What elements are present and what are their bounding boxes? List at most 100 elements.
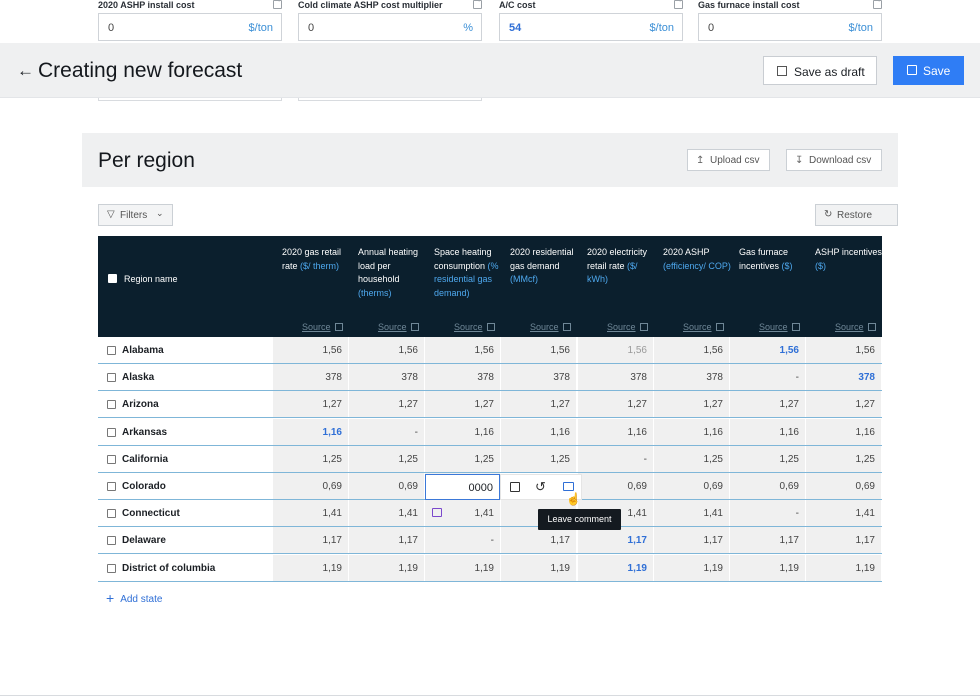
table-row[interactable]: Connecticut 1,41 1,41 1,41 1,41 1,41 - 1,41 xyxy=(98,500,882,528)
upload-csv-button[interactable]: ↥ Upload csv xyxy=(687,149,770,171)
table-cell[interactable]: 1,16 xyxy=(805,418,881,445)
save-button[interactable]: Save xyxy=(893,56,964,85)
table-cell[interactable]: 1,19 xyxy=(424,554,500,581)
table-cell[interactable]: 1,17 xyxy=(729,527,805,554)
table-row[interactable]: Delaware 1,17 1,17 - 1,17 1,17 1,17 1,17 1,17 xyxy=(98,527,882,555)
comment-icon[interactable] xyxy=(432,508,442,518)
row-checkbox[interactable] xyxy=(107,509,116,519)
cell-edit-input[interactable]: 0000 xyxy=(425,474,500,500)
row-checkbox[interactable] xyxy=(107,482,116,491)
table-cell[interactable]: 1,56 xyxy=(272,337,348,363)
table-cell[interactable]: 1,41 xyxy=(424,500,500,527)
table-cell[interactable]: 378 xyxy=(500,364,576,391)
table-cell[interactable]: 1,19 xyxy=(577,554,653,581)
download-csv-button[interactable]: ↧ Download csv xyxy=(786,149,882,171)
table-cell[interactable]: - xyxy=(348,418,424,445)
comment-icon[interactable] xyxy=(563,482,574,491)
undo-icon[interactable]: ↺ xyxy=(535,479,546,494)
add-state-link[interactable]: + Add state xyxy=(106,590,162,606)
table-cell[interactable]: 1,19 xyxy=(805,554,881,581)
arrow-left-icon[interactable]: ← xyxy=(17,61,34,80)
source-link[interactable]: Source xyxy=(683,322,724,332)
table-cell[interactable]: 1,41 xyxy=(805,500,881,527)
table-cell[interactable]: 378 xyxy=(653,364,729,391)
filters-button[interactable]: ▽ Filters ⌄ xyxy=(98,204,173,226)
table-cell[interactable]: 1,56 xyxy=(424,337,500,363)
table-cell[interactable]: 1,17 xyxy=(577,527,653,554)
table-cell[interactable]: 1,25 xyxy=(272,445,348,472)
source-link[interactable]: Source xyxy=(302,322,343,332)
table-cell[interactable]: 1,25 xyxy=(348,445,424,472)
table-cell[interactable]: 1,16 xyxy=(424,418,500,445)
cost-input[interactable]: 0 $/ton xyxy=(698,13,882,41)
row-checkbox[interactable] xyxy=(107,346,116,355)
table-cell[interactable]: 1,19 xyxy=(348,554,424,581)
table-cell[interactable]: 378 xyxy=(805,364,881,391)
table-cell[interactable]: 1,16 xyxy=(272,418,348,445)
table-cell[interactable]: 1,27 xyxy=(500,391,576,418)
source-link[interactable]: Source xyxy=(835,322,876,332)
edit-icon[interactable] xyxy=(674,0,683,9)
table-cell[interactable]: 0,69 xyxy=(653,473,729,499)
table-cell[interactable]: 1,17 xyxy=(805,527,881,554)
edit-icon[interactable] xyxy=(873,0,882,9)
table-cell[interactable]: 378 xyxy=(577,364,653,391)
table-cell[interactable]: 1,56 xyxy=(805,337,881,363)
table-cell[interactable]: 1,19 xyxy=(729,554,805,581)
table-cell[interactable]: 1,19 xyxy=(272,554,348,581)
table-cell[interactable]: - xyxy=(729,500,805,527)
row-checkbox[interactable] xyxy=(107,373,116,383)
table-cell[interactable]: 378 xyxy=(272,364,348,391)
table-cell[interactable]: 1,17 xyxy=(653,527,729,554)
table-row[interactable]: Alabama 1,56 1,56 1,56 1,56 1,56 1,56 1,56 1,56 xyxy=(98,337,882,364)
table-cell[interactable]: 1,56 xyxy=(577,337,653,363)
table-cell[interactable]: 1,56 xyxy=(729,337,805,363)
source-link[interactable]: Source xyxy=(607,322,648,332)
table-cell[interactable]: 1,27 xyxy=(729,391,805,418)
table-cell[interactable]: 1,25 xyxy=(805,445,881,472)
source-link[interactable]: Source xyxy=(759,322,800,332)
restore-button[interactable]: ↻ Restore xyxy=(815,204,898,226)
table-cell[interactable]: 1,19 xyxy=(500,554,576,581)
table-row[interactable]: Arkansas 1,16 - 1,16 1,16 1,16 1,16 1,16 1,16 xyxy=(98,418,882,446)
table-cell[interactable]: 1,17 xyxy=(272,527,348,554)
table-row[interactable]: District of columbia 1,19 1,19 1,19 1,19 1,19… xyxy=(98,554,882,582)
cost-input[interactable]: 54 $/ton xyxy=(499,13,683,41)
cost-input[interactable]: 0% xyxy=(298,13,482,41)
row-checkbox[interactable] xyxy=(107,536,116,546)
table-cell[interactable]: 1,17 xyxy=(348,527,424,554)
edit-icon[interactable] xyxy=(273,0,282,9)
table-cell[interactable]: 1,56 xyxy=(500,337,576,363)
table-row[interactable]: California 1,25 1,25 1,25 1,25 - 1,25 1,25 1,25 xyxy=(98,445,882,473)
table-cell[interactable]: 1,56 xyxy=(653,337,729,363)
table-cell[interactable]: 1,27 xyxy=(577,391,653,418)
table-cell[interactable]: 1,27 xyxy=(653,391,729,418)
table-cell[interactable]: 1,27 xyxy=(272,391,348,418)
table-cell[interactable]: 1,19 xyxy=(653,554,729,581)
table-cell[interactable]: 1,16 xyxy=(500,418,576,445)
source-link[interactable]: Source xyxy=(378,322,419,332)
select-all-checkbox[interactable] xyxy=(108,274,117,283)
table-cell[interactable]: 378 xyxy=(424,364,500,391)
table-cell[interactable]: 1,41 xyxy=(272,500,348,527)
table-cell[interactable]: 1,41 xyxy=(653,500,729,527)
table-cell[interactable]: 1,16 xyxy=(653,418,729,445)
table-cell[interactable]: 0,69 xyxy=(805,473,881,499)
table-row[interactable]: Arizona 1,27 1,27 1,27 1,27 1,27 1,27 1,27 1,27 xyxy=(98,391,882,419)
table-cell[interactable]: 1,16 xyxy=(729,418,805,445)
cost-input[interactable]: 0 $/ton xyxy=(98,13,282,41)
table-cell[interactable]: 378 xyxy=(348,364,424,391)
edit-icon[interactable] xyxy=(473,0,482,9)
table-cell[interactable]: 1,25 xyxy=(653,445,729,472)
table-cell[interactable]: 1,27 xyxy=(805,391,881,418)
table-cell[interactable]: 1,16 xyxy=(577,418,653,445)
table-cell[interactable]: 0,69 xyxy=(577,473,653,499)
table-cell[interactable]: 1,27 xyxy=(348,391,424,418)
table-cell[interactable]: 0,69 xyxy=(348,473,424,499)
row-checkbox[interactable] xyxy=(107,400,116,410)
table-row[interactable]: Alaska 378 378 378 378 378 378 - 378 xyxy=(98,364,882,392)
table-cell[interactable]: 1,56 xyxy=(348,337,424,363)
row-checkbox[interactable] xyxy=(107,454,116,464)
table-cell[interactable]: 1,25 xyxy=(424,445,500,472)
table-cell[interactable]: 0,69 xyxy=(272,473,348,499)
